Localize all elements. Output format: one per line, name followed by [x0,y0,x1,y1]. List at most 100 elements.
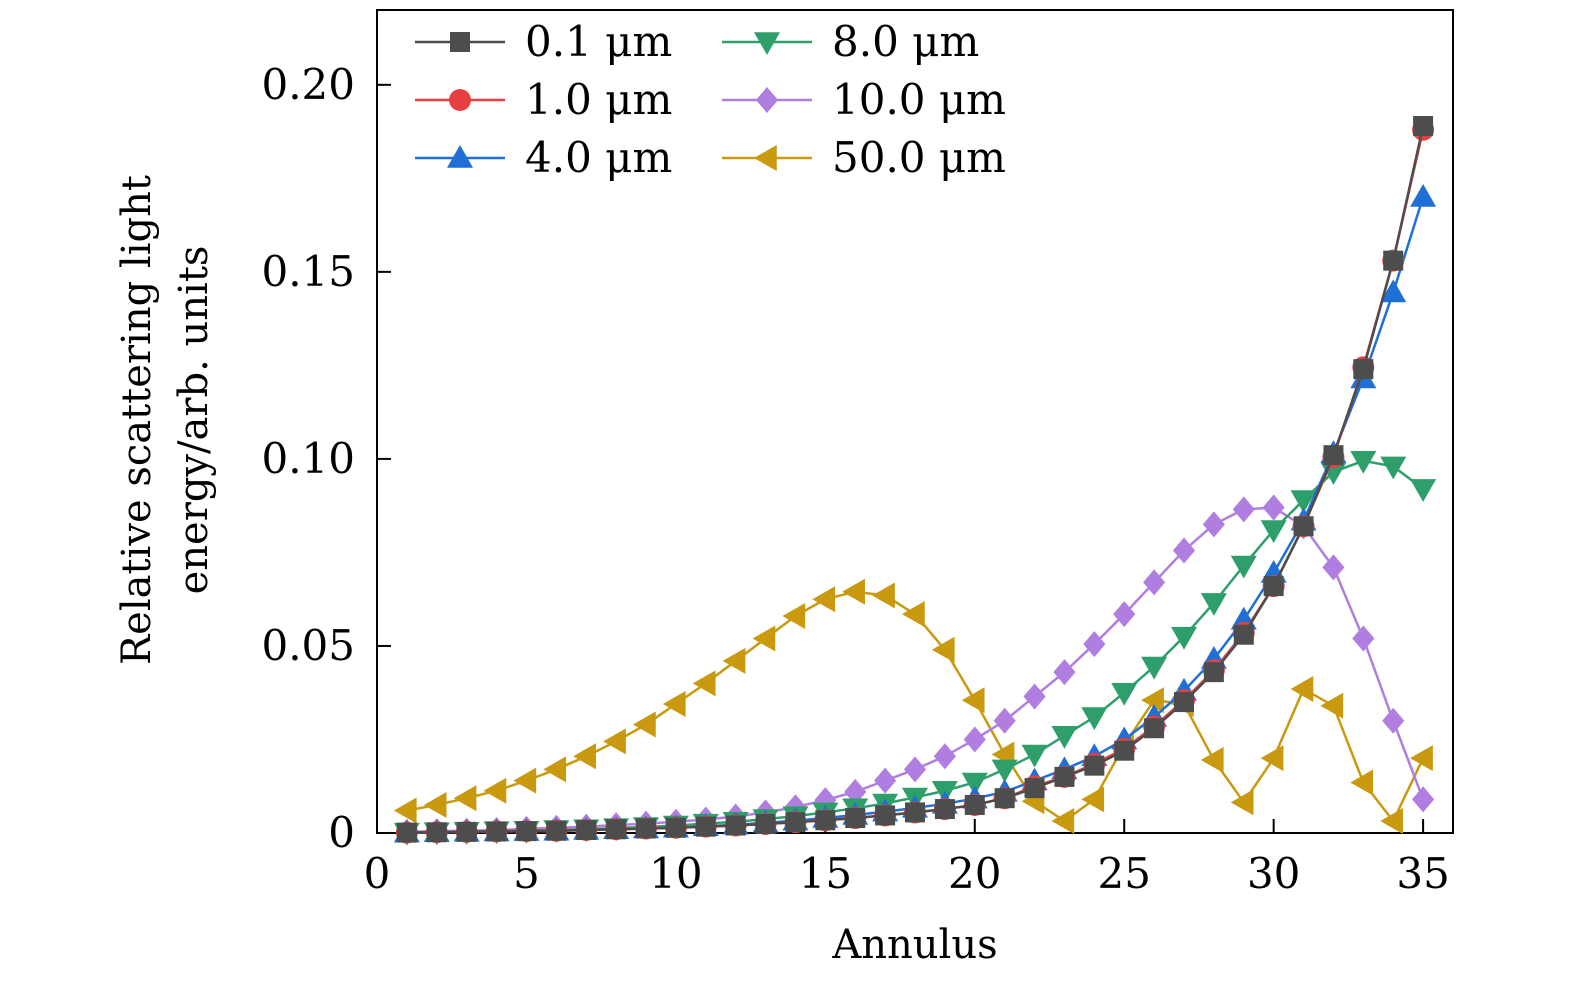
data-point [396,822,417,843]
data-point [576,820,597,841]
data-point [1413,115,1434,136]
x-tick-label: 35 [1396,849,1449,898]
data-point [993,707,1016,734]
data-point [1054,766,1075,787]
data-point [1114,740,1135,761]
plot-frame [376,9,1454,834]
data-point [902,601,925,628]
data-point [603,728,626,755]
data-point [483,777,507,804]
data-point [456,821,477,842]
data-point [1172,537,1196,564]
data-point [1380,808,1403,835]
data-point [1141,687,1164,714]
data-point [1024,778,1045,799]
legend-label: 10.0 μm [832,75,1006,124]
data-point [875,805,896,826]
y-tick-label: 0.20 [261,60,355,109]
series-0-1-m [396,115,1434,843]
data-point [1323,445,1344,466]
data-point [1143,569,1166,596]
data-point [1322,554,1345,581]
data-point [812,586,836,613]
x-tick-label: 5 [513,849,540,898]
data-point [1320,692,1344,719]
legend-item: 10.0 μm [722,75,1006,124]
series-layer [393,115,1437,846]
data-point [934,799,955,820]
x-tick-label: 20 [948,849,1001,898]
legend-label: 1.0 μm [525,75,672,124]
data-point [1353,359,1374,380]
data-point [1260,520,1287,543]
data-point [1383,250,1404,271]
data-point [546,820,567,841]
data-point [1203,662,1224,683]
data-point [1380,456,1407,480]
data-point [964,794,985,815]
data-point [1084,755,1105,776]
data-point [872,582,895,609]
data-point [844,778,867,805]
data-point [905,802,925,823]
x-tick-label: 15 [799,849,852,898]
data-point [662,690,686,717]
data-point [1382,707,1405,734]
data-point [543,756,567,783]
y-axis-title-line-1: Relative scattering light [114,175,160,665]
series-line [406,129,1425,834]
y-tick-label: 0 [328,808,355,857]
data-point [423,791,447,818]
data-point [513,767,537,794]
data-point [722,647,746,674]
data-point [842,578,865,605]
x-tick-label: 0 [364,849,391,898]
legend-label: 8.0 μm [832,17,979,66]
data-point [1081,707,1108,731]
data-point [1202,511,1225,538]
data-point [486,821,507,842]
y-tick-label: 0.05 [261,621,355,670]
data-point [1263,576,1284,597]
data-point [516,821,537,842]
data-point [1290,675,1314,702]
legend-swatch-marker [754,145,777,171]
data-point [725,815,746,836]
data-point [1053,659,1076,686]
data-point [1171,626,1197,650]
legend-item: 8.0 μm [722,17,979,66]
data-point [1113,601,1136,628]
data-point [1021,744,1048,768]
y-axis-title-group: Relative scattering light energy/arb. un… [114,175,217,665]
data-point [573,743,596,770]
data-point [606,819,627,840]
legend-item: 1.0 μm [415,75,672,124]
data-point [1233,624,1254,645]
data-point [1410,184,1437,207]
data-point [1230,555,1257,579]
data-point [1262,494,1285,521]
data-point [1232,496,1255,523]
data-point [1111,682,1138,706]
data-point [963,726,986,753]
data-point [1290,490,1317,514]
data-point [1293,516,1314,537]
series-line [406,506,1425,834]
data-point [633,711,656,738]
legend-label: 4.0 μm [525,133,672,182]
legend-item: 0.1 μm [415,17,672,66]
data-point [815,810,836,831]
data-point [845,808,866,829]
data-point [692,670,716,697]
legend-swatch-marker [447,145,473,168]
data-point [755,814,776,835]
data-point [1141,656,1168,680]
data-point [785,812,806,833]
legend: 0.1 μm 1.0 μm 4.0 μm 8.0 μm 10.0 μm 50.0 μm [415,17,1006,182]
data-point [1051,725,1078,749]
data-point [991,759,1018,783]
data-point [636,818,656,839]
data-point [1200,593,1227,616]
data-point [933,743,956,770]
data-point [1083,631,1106,658]
